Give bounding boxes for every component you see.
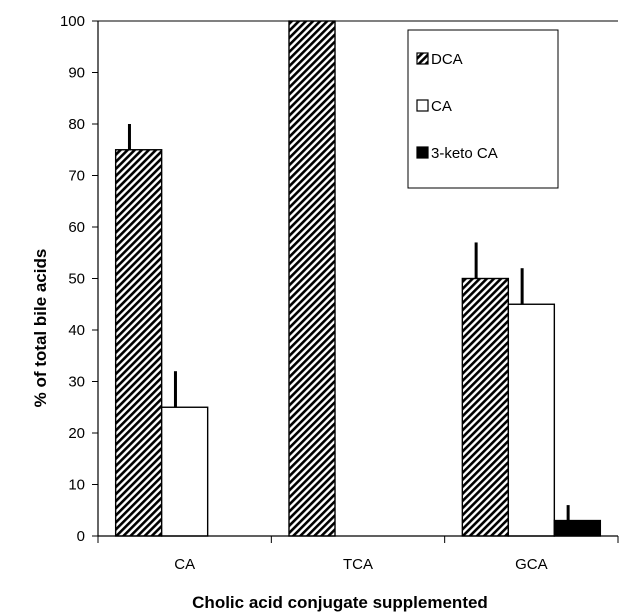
x-tick-label: GCA [515, 556, 548, 573]
y-axis-title: % of total bile acids [31, 249, 50, 408]
bar [461, 277, 510, 537]
y-tick-label: 80 [68, 116, 85, 133]
legend-label: DCA [431, 51, 463, 68]
y-tick-label: 60 [68, 219, 85, 236]
y-tick-label: 40 [68, 322, 85, 339]
bar [507, 303, 556, 537]
bar [114, 149, 163, 537]
y-tick-label: 100 [60, 13, 85, 30]
legend-swatch [416, 52, 429, 65]
bar [288, 20, 336, 537]
legend-box [407, 29, 559, 189]
y-tick-label: 30 [68, 374, 85, 391]
y-tick-label: 50 [68, 271, 85, 288]
bar [160, 406, 209, 537]
x-axis-title: Cholic acid conjugate supplemented [192, 593, 488, 612]
legend-swatch [416, 99, 429, 112]
bar [553, 519, 602, 537]
y-tick-label: 0 [77, 528, 85, 545]
y-tick-label: 90 [68, 65, 85, 82]
x-tick-label: CA [174, 556, 195, 573]
legend-label: CA [431, 98, 452, 115]
y-tick-label: 20 [68, 425, 85, 442]
x-tick-label: TCA [343, 556, 373, 573]
y-tick-label: 70 [68, 168, 85, 185]
legend-swatch [416, 146, 429, 159]
y-tick-label: 10 [68, 477, 85, 494]
legend-label: 3-keto CA [431, 145, 498, 162]
